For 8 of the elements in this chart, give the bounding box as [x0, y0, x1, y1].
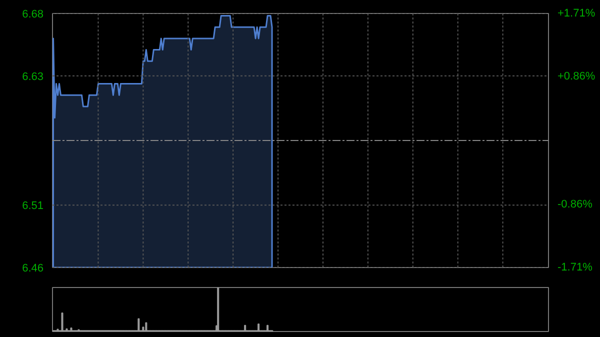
y2-tick-label: -1.71%	[558, 262, 593, 274]
y-tick-label: 6.51	[22, 200, 44, 212]
y2-tick-label: +0.86%	[558, 70, 596, 83]
y2-tick-label: +1.71%	[558, 8, 596, 20]
y-tick-label: 6.68	[22, 8, 44, 20]
y2-tick-label: -0.86%	[558, 198, 593, 210]
y-tick-label: 6.63	[22, 70, 44, 83]
y-tick-label: 6.46	[22, 262, 44, 274]
